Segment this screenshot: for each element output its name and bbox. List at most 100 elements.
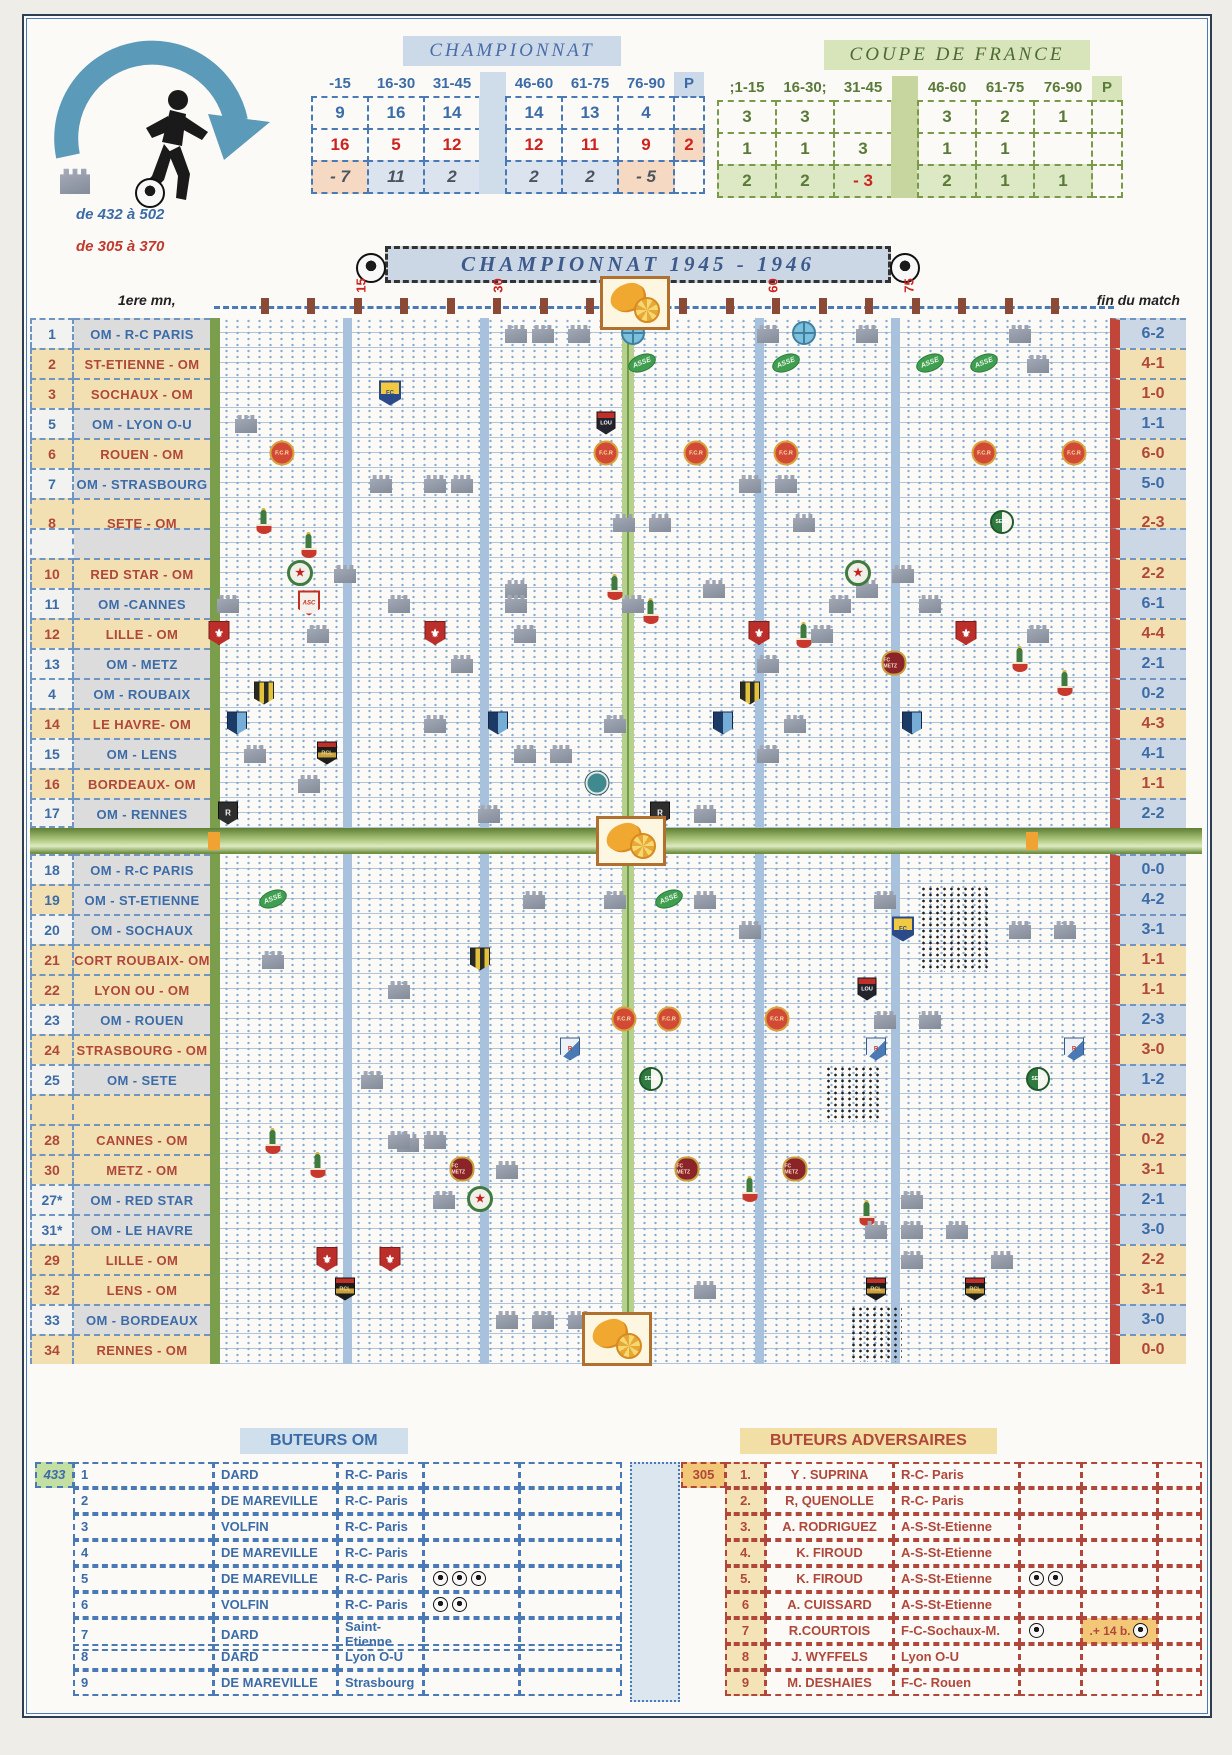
hac-logo (902, 711, 922, 735)
om-logo (532, 325, 554, 343)
fig-logo (607, 576, 623, 600)
summary-cell: 2 (505, 160, 563, 194)
summary-cell: 9 (617, 128, 675, 162)
metz-logo: FC METZ (782, 1156, 808, 1182)
coupe-summary: COUPE DE FRANCE ;1-15 16-30; 31-45 46-60 61-… (717, 40, 1196, 198)
scorer-extra (519, 1539, 622, 1566)
scorer-number: 1 (73, 1461, 214, 1488)
om-logo (262, 951, 284, 969)
score-cell: 1-1 (1110, 408, 1186, 438)
scorer-extra (519, 1669, 622, 1696)
scorer-extra (1081, 1565, 1158, 1592)
scorer-balls (1019, 1539, 1082, 1566)
five-minute-tick (725, 298, 734, 314)
dotted-annotation (850, 1306, 902, 1362)
om-logo (793, 514, 815, 532)
om-logo (649, 514, 671, 532)
score-cell: 3-0 (1110, 1214, 1186, 1244)
five-minute-tick (679, 298, 687, 314)
match-number: 16 (30, 768, 74, 798)
minute-label: 75 (901, 278, 917, 293)
match-plot (210, 708, 1110, 738)
asse-logo: ASSE (625, 349, 659, 377)
minute-guide-band (755, 854, 764, 1364)
score-cell: 3-1 (1110, 1154, 1186, 1184)
om-logo (568, 325, 590, 343)
match-label: OM - R-C PARIS (74, 318, 210, 348)
scorer-player: A. RODRIGUEZ (765, 1513, 894, 1540)
match-label: METZ - OM (74, 1154, 210, 1184)
second-leg-block: 18 OM - R-C PARIS 0-0 19 OM - ST-ETIENNE ASSE… (30, 854, 1202, 1366)
score-cell: 1-1 (1110, 768, 1186, 798)
match-label: OM - SOCHAUX (74, 914, 210, 944)
summary-cell: 3 (833, 132, 893, 166)
rsa-logo: ★ (287, 560, 313, 586)
minute-label: 60 (765, 278, 781, 293)
scorer-club: A-S-St-Etienne (893, 1565, 1020, 1592)
summary-cell: 16 (311, 128, 369, 162)
legend-blue: de 432 à 502 (76, 206, 165, 223)
five-minute-tick (818, 298, 827, 314)
minute-guide-band (480, 318, 489, 828)
match-plot (210, 1304, 1110, 1334)
total-cell (681, 1592, 726, 1618)
match-row: 34 RENNES - OM 0-0 (30, 1334, 1202, 1364)
scorer-balls (1019, 1591, 1082, 1618)
lemons-icon (600, 276, 670, 330)
separator-orange-mark (208, 832, 220, 850)
scorer-balls (423, 1669, 520, 1696)
page-header: de 432 à 502 de 305 à 370 CHAMPIONNAT -1… (30, 22, 1204, 255)
scorer-extra2 (1157, 1539, 1202, 1566)
score-cell: 0-2 (1110, 1124, 1186, 1154)
scorer-club: Lyon O-U (337, 1643, 424, 1670)
scorer-balls (423, 1591, 520, 1618)
asse-logo: ASSE (913, 349, 947, 377)
scorer-balls (1019, 1669, 1082, 1696)
scorer-row: 305 1. Y . SUPRINA R-C- Paris (681, 1461, 1202, 1488)
scorer-number: 2. (725, 1487, 766, 1514)
sete-logo: SETE (639, 1067, 663, 1091)
match-plot: SETE SETE (210, 1064, 1110, 1094)
summary-cell: 14 (423, 96, 481, 130)
om-logo (856, 325, 878, 343)
scorer-club: R-C- Paris (337, 1565, 424, 1592)
match-number: 15 (30, 738, 74, 768)
match-row: 32 LENS - OM RCL RCL RCL 3-1 (30, 1274, 1202, 1304)
match-label: OM - RED STAR (74, 1184, 210, 1214)
scorer-row: 8 J. WYFFELS Lyon O-U (682, 1643, 1202, 1670)
match-row: 33 OM - BORDEAUX 3-0 (30, 1304, 1202, 1334)
five-minute-tick (400, 298, 408, 314)
scorer-club: R-C- Paris (337, 1591, 424, 1618)
summary-cell: 16 (367, 96, 425, 130)
score-cell: 3-0 (1110, 1034, 1186, 1064)
match-row: 26REIMS - OM4-1 (30, 1094, 1202, 1226)
scorer-club: R-C- Paris (893, 1461, 1020, 1488)
match-row: 24 STRASBOURG - OM R R R 3-0 (30, 1034, 1202, 1064)
om-logo (901, 1191, 923, 1209)
scorer-extra (1081, 1461, 1158, 1488)
summary-cell: 1 (1033, 164, 1093, 198)
summary-cell: 9 (311, 96, 369, 130)
match-number: 11 (30, 588, 74, 618)
rennes-logo: R (218, 801, 238, 825)
score-cell: 6-1 (1110, 588, 1186, 618)
match-label: LYON OU - OM (74, 974, 210, 1004)
scorer-row: 9 DE MAREVILLE Strasbourg (36, 1669, 622, 1696)
total-cell (681, 1540, 726, 1566)
fig-logo (643, 600, 659, 624)
summary-cell: 4 (617, 96, 675, 130)
score-cell: 3-0 (1110, 1304, 1186, 1334)
losc-logo: ⚜ (316, 1247, 338, 1271)
asse-logo: ASSE (967, 349, 1001, 377)
scorer-club: A-S-St-Etienne (893, 1513, 1020, 1540)
match-number: 1 (30, 318, 74, 348)
om-logo (919, 1011, 941, 1029)
summary-cell: 13 (561, 96, 619, 130)
total-cell (35, 1566, 74, 1592)
fcb-logo (585, 771, 609, 795)
total-cell: 433 (35, 1461, 74, 1488)
scorer-club: A-S-St-Etienne (893, 1539, 1020, 1566)
match-plot: ★ (210, 1184, 1110, 1214)
scorer-number: 9 (725, 1669, 766, 1696)
summary-cell: 3 (917, 100, 977, 134)
